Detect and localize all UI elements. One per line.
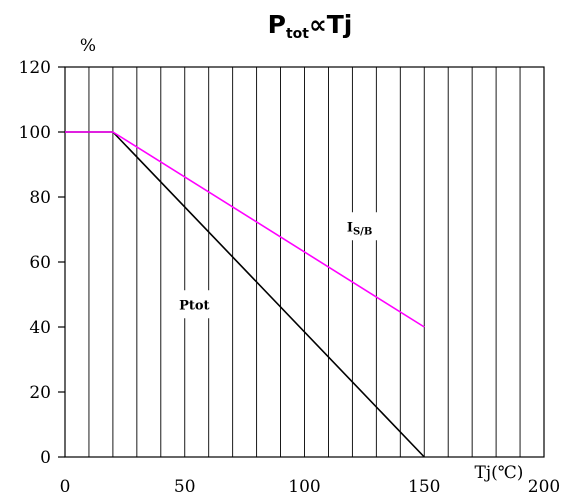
x-tick-label-200: 200 — [528, 477, 560, 497]
x-tick-label-0: 0 — [60, 477, 71, 497]
y-tick-labels: 0 20 40 60 80 100 120 — [19, 58, 65, 468]
series-layer — [65, 131, 425, 458]
x-tick-labels: 0 50 100 150 200 — [60, 477, 561, 497]
annotation-label-0: Ptot — [179, 298, 209, 313]
chart-title: Ptot∝Tj — [268, 10, 353, 42]
y-tick-label-120: 120 — [19, 58, 51, 78]
grid-layer — [88, 67, 521, 457]
chart-title-subscript: tot — [286, 26, 309, 42]
annotation-box-1 — [336, 212, 383, 241]
series-line-1 — [65, 131, 425, 328]
x-axis-label: Tj(℃) — [475, 463, 524, 483]
y-tick-label-100: 100 — [19, 123, 51, 143]
x-tick-label-150: 150 — [408, 477, 440, 497]
annotation-layer: Ptot IS/B — [167, 212, 383, 319]
annotation-label-1: IS/B — [347, 220, 372, 237]
y-tick-label-80: 80 — [29, 188, 51, 208]
y-axis-label: % — [80, 36, 96, 56]
chart-title-rest: ∝Tj — [309, 10, 352, 39]
x-tick-label-50: 50 — [174, 477, 196, 497]
chart-title-main: P — [268, 10, 286, 39]
y-tick-label-0: 0 — [40, 448, 51, 468]
series-line-0 — [65, 131, 425, 458]
y-tick-label-60: 60 — [29, 253, 51, 273]
y-tick-label-20: 20 — [29, 383, 51, 403]
annotation-box-0 — [167, 290, 222, 319]
y-tick-label-40: 40 — [29, 318, 51, 338]
x-tick-label-100: 100 — [288, 477, 320, 497]
